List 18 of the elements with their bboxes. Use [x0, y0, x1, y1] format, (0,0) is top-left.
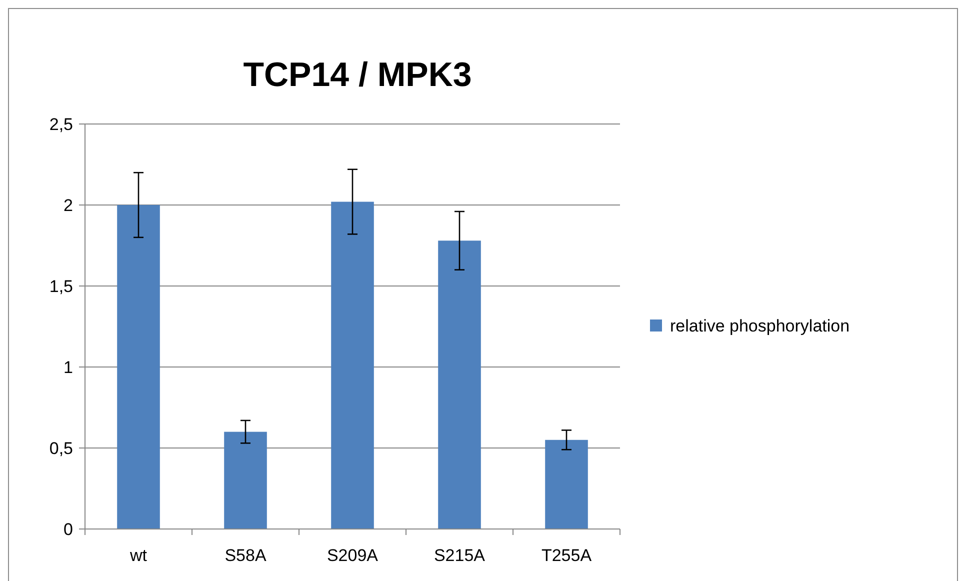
y-tick-label: 0 [64, 520, 73, 539]
y-tick-label: 2 [64, 196, 73, 215]
y-tick-label: 2,5 [49, 114, 73, 134]
y-tick-label: 0,5 [49, 438, 73, 458]
bar [545, 440, 588, 529]
y-tick-label: 1 [64, 358, 73, 377]
x-tick-label: wt [129, 546, 148, 565]
x-tick-label: S215A [434, 546, 486, 565]
x-tick-label: S58A [224, 546, 267, 565]
x-tick-label: T255A [541, 546, 592, 565]
x-tick-label: S209A [326, 546, 379, 565]
bar [331, 202, 374, 529]
chart-title: TCP14 / MPK3 [243, 56, 472, 94]
legend-label: relative phosphorylation [670, 316, 850, 336]
y-tick-label: 1,5 [49, 276, 73, 296]
bar [117, 205, 160, 529]
bar [438, 240, 481, 529]
bar [224, 432, 267, 529]
